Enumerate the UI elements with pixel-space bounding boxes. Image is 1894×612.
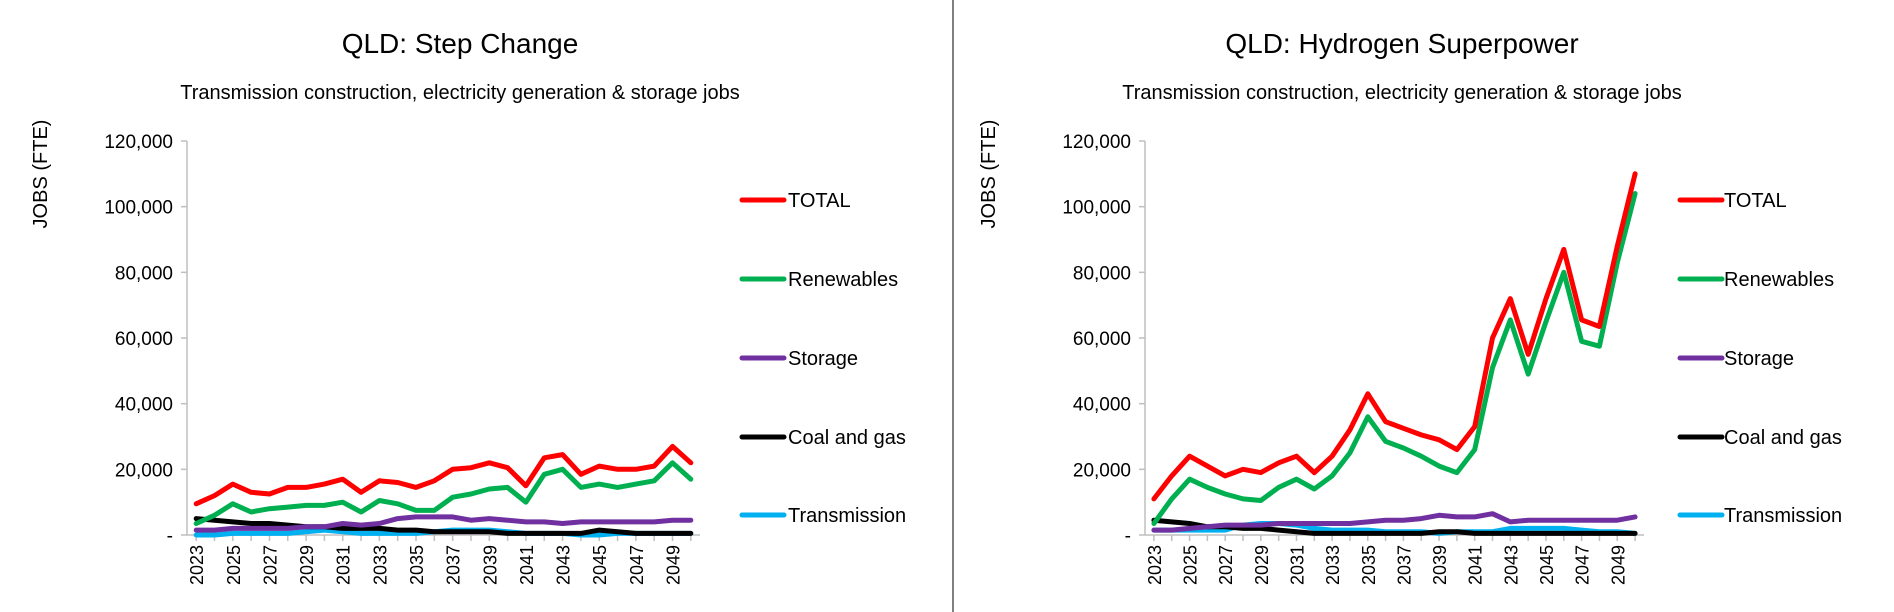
x-tick-label: 2037 [444, 545, 464, 585]
y-tick-label: - [167, 526, 173, 547]
legend-label-renewables: Renewables [1724, 269, 1834, 291]
y-tick-label: 60,000 [1073, 329, 1131, 350]
x-tick-label: 2047 [1573, 545, 1593, 585]
x-tick-label: 2033 [1323, 545, 1343, 585]
series-line-storage [1151, 511, 1638, 533]
chart-subtitle: Transmission construction, electricity g… [180, 82, 740, 104]
legend-label-total: TOTAL [1724, 190, 1787, 212]
y-tick-label: 20,000 [115, 460, 173, 481]
chart-title: QLD: Step Change [342, 28, 579, 59]
y-tick-label: - [1125, 526, 1131, 547]
x-tick-label: 2041 [517, 545, 537, 585]
y-tick-label: 60,000 [115, 329, 173, 350]
y-tick-label: 20,000 [1073, 460, 1131, 481]
x-tick-label: 2039 [480, 545, 500, 585]
x-tick-label: 2031 [1287, 545, 1307, 585]
x-tick-label: 2031 [334, 545, 354, 585]
x-tick-label: 2029 [297, 545, 317, 585]
chart-panel-hydrogen-superpower: QLD: Hydrogen Superpower Transmission co… [954, 0, 1894, 612]
x-tick-label: 2035 [1359, 545, 1379, 585]
x-tick-label: 2025 [1181, 545, 1201, 585]
legend-label-storage: Storage [1724, 348, 1794, 370]
x-tick-label: 2041 [1466, 545, 1486, 585]
x-tick-label: 2025 [224, 545, 244, 585]
legend-label-coal-and-gas: Coal and gas [1724, 427, 1842, 449]
legend-label-storage: Storage [788, 348, 858, 370]
series-line-renewables [1151, 191, 1638, 526]
y-tick-label: 100,000 [104, 198, 173, 219]
series-line-total [193, 443, 694, 507]
x-tick-label: 2023 [187, 545, 207, 585]
x-tick-label: 2047 [627, 545, 647, 585]
series-line-coal-and-gas [193, 516, 694, 536]
y-tick-label: 40,000 [115, 395, 173, 416]
x-tick-label: 2043 [554, 545, 574, 585]
x-tick-label: 2049 [664, 545, 684, 585]
series-line-total [1151, 171, 1638, 502]
y-tick-label: 80,000 [1073, 263, 1131, 284]
legend-label-transmission: Transmission [1724, 505, 1842, 527]
y-axis-label: JOBS (FTE) [978, 120, 1000, 229]
x-tick-label: 2037 [1394, 545, 1414, 585]
chart-title: QLD: Hydrogen Superpower [1225, 28, 1578, 59]
x-tick-label: 2043 [1501, 545, 1521, 585]
y-tick-label: 120,000 [104, 132, 173, 153]
y-tick-label: 40,000 [1073, 395, 1131, 416]
y-tick-label: 100,000 [1062, 198, 1131, 219]
line-chart-step-change: QLD: Step Change Transmission constructi… [30, 28, 906, 585]
x-tick-label: 2027 [1216, 545, 1236, 585]
chart-panel-step-change: QLD: Step Change Transmission constructi… [30, 0, 954, 612]
legend-label-coal-and-gas: Coal and gas [788, 427, 906, 449]
legend-label-renewables: Renewables [788, 269, 898, 291]
x-tick-label: 2027 [260, 545, 280, 585]
series-line-renewables [193, 460, 694, 526]
x-tick-label: 2023 [1145, 545, 1165, 585]
x-tick-label: 2049 [1608, 545, 1628, 585]
x-tick-label: 2045 [1537, 545, 1557, 585]
y-axis-label: JOBS (FTE) [30, 120, 52, 229]
y-tick-label: 120,000 [1062, 132, 1131, 153]
y-tick-label: 80,000 [115, 263, 173, 284]
x-tick-label: 2039 [1430, 545, 1450, 585]
legend-label-total: TOTAL [788, 190, 851, 212]
x-tick-label: 2029 [1252, 545, 1272, 585]
legend-label-transmission: Transmission [788, 505, 906, 527]
x-tick-label: 2033 [370, 545, 390, 585]
series-line-storage [193, 514, 694, 533]
line-chart-hydrogen-superpower: QLD: Hydrogen Superpower Transmission co… [978, 28, 1842, 585]
chart-subtitle: Transmission construction, electricity g… [1122, 82, 1682, 104]
x-tick-label: 2045 [590, 545, 610, 585]
x-tick-label: 2035 [407, 545, 427, 585]
